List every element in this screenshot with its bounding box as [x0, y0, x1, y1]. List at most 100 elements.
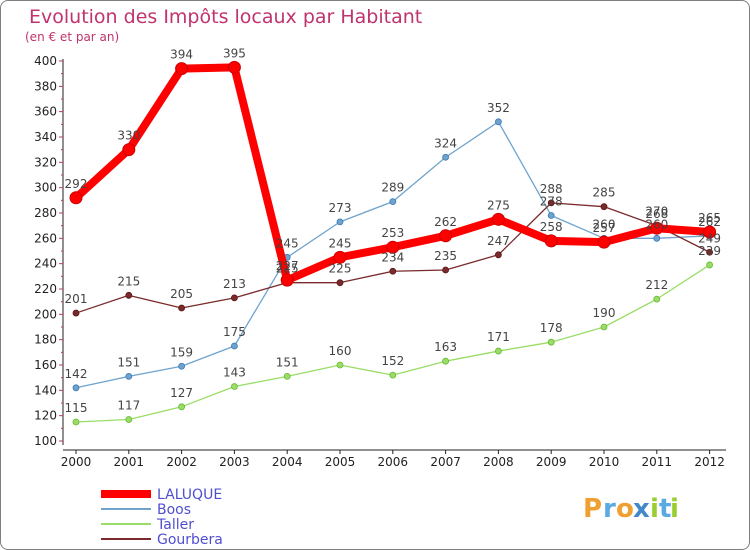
y-tick-label: 340 [34, 130, 57, 144]
data-point [72, 384, 80, 392]
data-label: 258 [540, 220, 563, 234]
legend-label-laluque: LALUQUE [157, 487, 222, 503]
logo-letter: x [633, 494, 650, 524]
data-point [706, 248, 713, 256]
data-point [333, 250, 347, 264]
data-label: 273 [329, 201, 352, 215]
data-label: 115 [65, 401, 88, 415]
data-point [125, 416, 133, 423]
y-tick-label: 200 [34, 307, 57, 321]
data-label: 292 [65, 177, 88, 191]
data-point [494, 118, 502, 126]
data-labels-layer: 292 330 394 395 227 245 253 262 275 258 257 268 265 1… [65, 46, 722, 415]
data-point [442, 266, 450, 274]
data-label: 260 [593, 217, 616, 231]
x-tick-label: 2011 [642, 455, 673, 469]
data-label: 253 [381, 226, 404, 240]
data-point [336, 218, 344, 226]
data-point [336, 279, 344, 287]
data-point [547, 212, 555, 219]
x-tick-label: 2007 [430, 455, 461, 469]
data-label: 151 [117, 355, 140, 369]
data-label: 247 [487, 234, 510, 248]
data-label: 117 [117, 398, 140, 412]
logo-letter: i [670, 494, 679, 524]
y-tick-label: 360 [34, 105, 57, 119]
data-label: 330 [117, 129, 140, 143]
data-point [547, 199, 555, 207]
x-tick-label: 2005 [325, 455, 356, 469]
data-label: 160 [329, 344, 352, 358]
y-tick-label: 280 [34, 206, 57, 220]
data-label: 245 [276, 236, 299, 250]
x-tick-label: 2006 [378, 455, 409, 469]
data-label: 275 [487, 198, 510, 212]
data-label: 395 [223, 46, 246, 60]
y-tick-label: 260 [34, 231, 57, 245]
data-label: 213 [223, 277, 246, 291]
data-label: 190 [593, 306, 616, 320]
data-label: 245 [329, 236, 352, 250]
logo-letter: o [616, 494, 634, 524]
data-point [175, 62, 189, 76]
data-label: 289 [381, 181, 404, 195]
logo-letter: P [583, 494, 602, 524]
y-tick-label: 320 [34, 155, 57, 169]
data-point [600, 323, 608, 331]
data-label: 265 [698, 211, 721, 225]
data-point [72, 418, 80, 426]
data-point [442, 357, 450, 365]
data-label: 227 [276, 259, 299, 273]
data-label: 163 [434, 340, 457, 354]
data-label: 151 [276, 355, 299, 369]
data-point [230, 294, 238, 302]
data-point [442, 153, 450, 161]
data-point [227, 60, 241, 74]
data-point [653, 295, 661, 303]
data-label: 175 [223, 325, 246, 339]
data-label: 201 [65, 292, 88, 306]
data-point [178, 304, 186, 312]
data-label: 352 [487, 101, 510, 115]
data-label: 152 [381, 354, 404, 368]
x-tick-label: 2009 [536, 455, 567, 469]
data-label: 178 [540, 321, 563, 335]
data-point [72, 309, 80, 317]
data-label: 159 [170, 345, 193, 359]
data-label: 249 [698, 231, 721, 245]
y-tick-label: 140 [34, 383, 57, 397]
data-label: 234 [381, 250, 404, 264]
data-point [125, 291, 133, 299]
x-tick-label: 2012 [694, 455, 725, 469]
data-label: 215 [117, 274, 140, 288]
data-point [125, 372, 133, 380]
data-point [547, 338, 555, 346]
x-tick-label: 2001 [114, 455, 145, 469]
data-point [230, 342, 238, 350]
data-label: 285 [593, 186, 616, 200]
legend-label-gourbera: Gourbera [157, 532, 223, 548]
data-point [600, 203, 608, 211]
data-label: 394 [170, 48, 193, 62]
data-point [494, 347, 502, 355]
logo-letter: t [659, 494, 671, 524]
axes: 100 120 140 160 180 200 220 240 260 280 300 320 340 3… [34, 54, 726, 469]
data-label: 205 [170, 287, 193, 301]
legend-label-taller: Taller [156, 517, 194, 533]
y-tick-label: 160 [34, 358, 57, 372]
x-tick-label: 2010 [589, 455, 620, 469]
data-point [280, 273, 294, 287]
data-point [386, 240, 400, 254]
series-taller [72, 261, 713, 426]
data-label: 260 [645, 217, 668, 231]
y-tick-label: 180 [34, 333, 57, 347]
data-point [494, 251, 502, 259]
data-point [653, 234, 661, 242]
data-label: 239 [698, 244, 721, 258]
data-label: 262 [698, 215, 721, 229]
data-label: 278 [540, 195, 563, 209]
series-layer [69, 60, 717, 426]
